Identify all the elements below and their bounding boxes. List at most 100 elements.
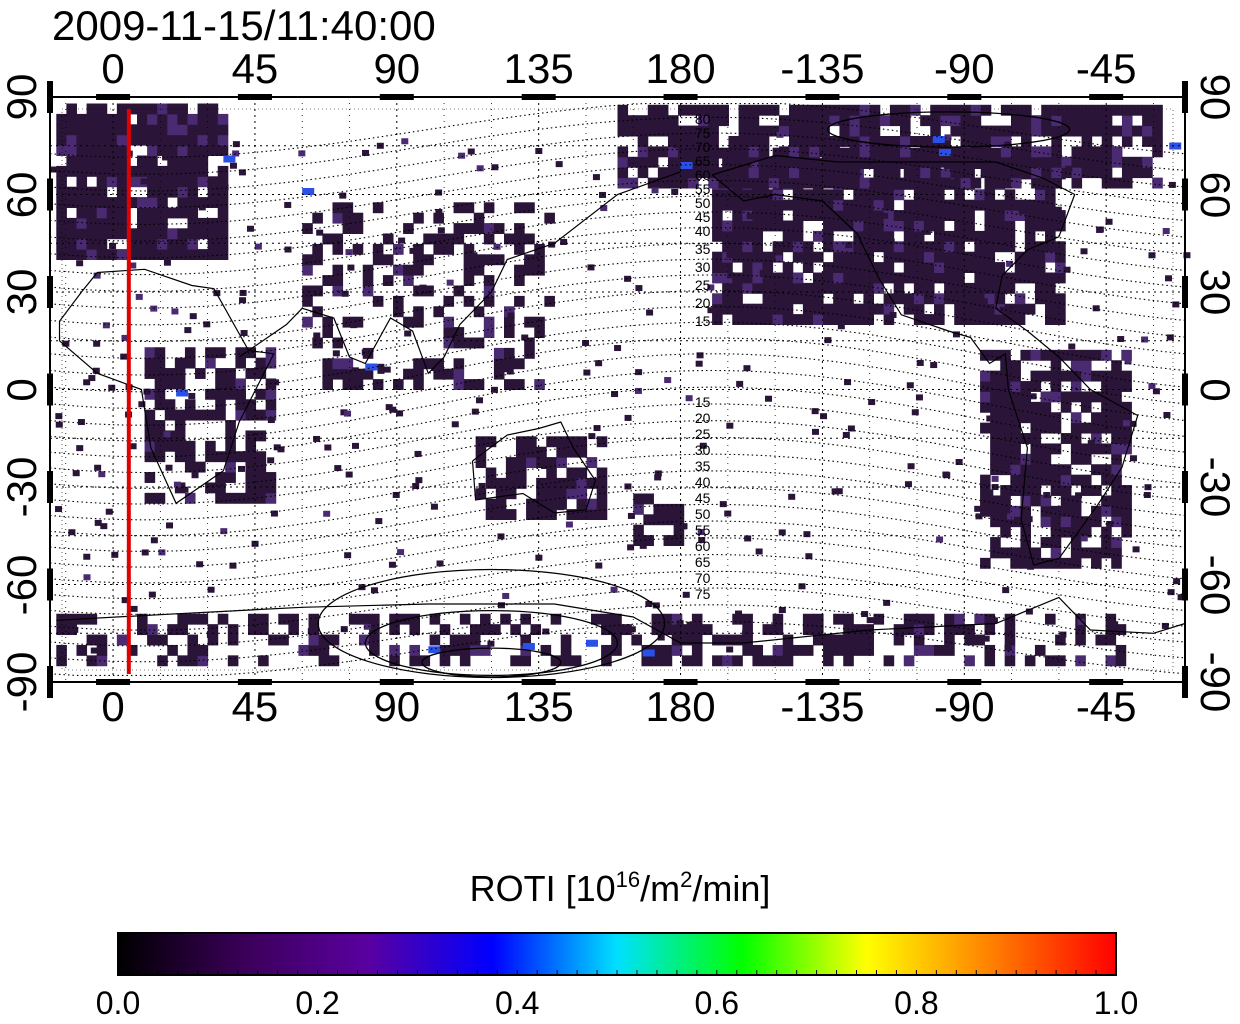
roti-cell [493,347,505,359]
coastline-layer [56,154,1186,644]
roti-cell [1091,349,1102,361]
roti-cell [699,442,707,449]
roti-cell [994,293,1006,305]
roti-cell [923,624,935,636]
roti-cell [566,477,578,489]
roti-cell [1142,125,1153,137]
roti-cell [742,272,753,284]
roti-cell [423,285,434,297]
roti-cell [576,498,588,510]
roti-cell [535,147,543,154]
roti-cell [576,488,588,500]
roti-cell [1051,177,1062,189]
roti-cell [316,229,324,236]
roti-cell [652,602,660,609]
roti-cell [504,233,515,245]
roti-cell [116,176,128,188]
roti-cell [1121,349,1132,361]
roti-cell [187,124,199,136]
roti-cell [419,284,427,291]
roti-cell [217,134,229,146]
roti-cell [443,316,455,328]
roti-cell [342,212,354,224]
roti-cell [232,141,240,148]
roti-cell [913,147,925,159]
roti-cell [138,401,146,408]
roti-cell [934,210,945,221]
roti-cell [853,303,864,315]
roti-cell [473,212,485,224]
roti-cell [879,115,891,127]
roti-cell [1027,563,1035,570]
roti-cell [819,136,830,147]
roti-cell [71,626,79,633]
roti-cell [708,125,719,137]
roti-cell [443,295,455,307]
roti-cell [467,148,475,155]
roti-cell [708,146,719,158]
roti-cell [1078,451,1086,458]
roti-cell [631,634,642,646]
roti-cell [566,467,578,479]
roti-cell [258,624,269,636]
roti-cell [742,251,753,263]
roti-cell [1141,336,1149,343]
roti-cell [459,634,471,646]
roti-cell [1121,433,1132,444]
roti-cell [255,409,267,421]
roti-cell [1014,412,1022,419]
roti-cell [207,134,219,146]
roti-cell [843,147,854,159]
roti-cell [934,644,945,656]
roti-cell [1031,167,1042,179]
roti-cell [667,156,679,168]
roti-cell [398,237,406,244]
roti-cell [1023,160,1031,167]
roti-cell [318,644,330,656]
roti-cell [950,104,962,116]
roti-cell [1000,485,1011,496]
roti-cell [478,482,486,489]
roti-cell [312,285,323,297]
roti-cell [66,155,77,167]
roti-cell [691,634,703,646]
roti-cell [1020,526,1032,538]
roti-cell [893,251,905,263]
roti-cell [515,436,527,448]
roti-cell [853,220,864,232]
roti-cell [984,262,996,273]
roti-cell [984,624,996,636]
left-tick-mark [47,81,53,113]
roti-cell [1030,464,1042,476]
roti-cell [883,241,895,253]
roti-cell [137,249,148,260]
roti-cell [873,241,885,253]
roti-cell [980,505,991,517]
roti-cell [96,249,108,260]
roti-cell [1132,125,1143,137]
roti-cell [982,635,990,642]
roti-cell [137,124,148,136]
roti-cell [934,199,945,211]
top-tick-mark [237,94,272,100]
roti-cell [696,352,704,359]
roti-cell [235,357,246,369]
roti-cell [453,223,465,234]
roti-cell [163,259,171,266]
roti-cell [197,134,209,146]
roti-cell [265,492,277,504]
roti-cell [768,177,780,189]
roti-cell [514,264,525,276]
roti-cell [227,624,239,636]
roti-cell [566,488,578,500]
roti-cell [217,207,229,219]
mag-contour [49,227,1186,292]
roti-cell [116,134,128,146]
roti-cell [833,272,844,284]
roti-cell [1043,492,1051,499]
roti-cell [762,314,774,325]
roti-cell [1122,420,1130,427]
roti-cell [688,125,699,137]
bottom-lon-tick-label: -90 [933,683,995,730]
roti-cell [187,186,199,198]
